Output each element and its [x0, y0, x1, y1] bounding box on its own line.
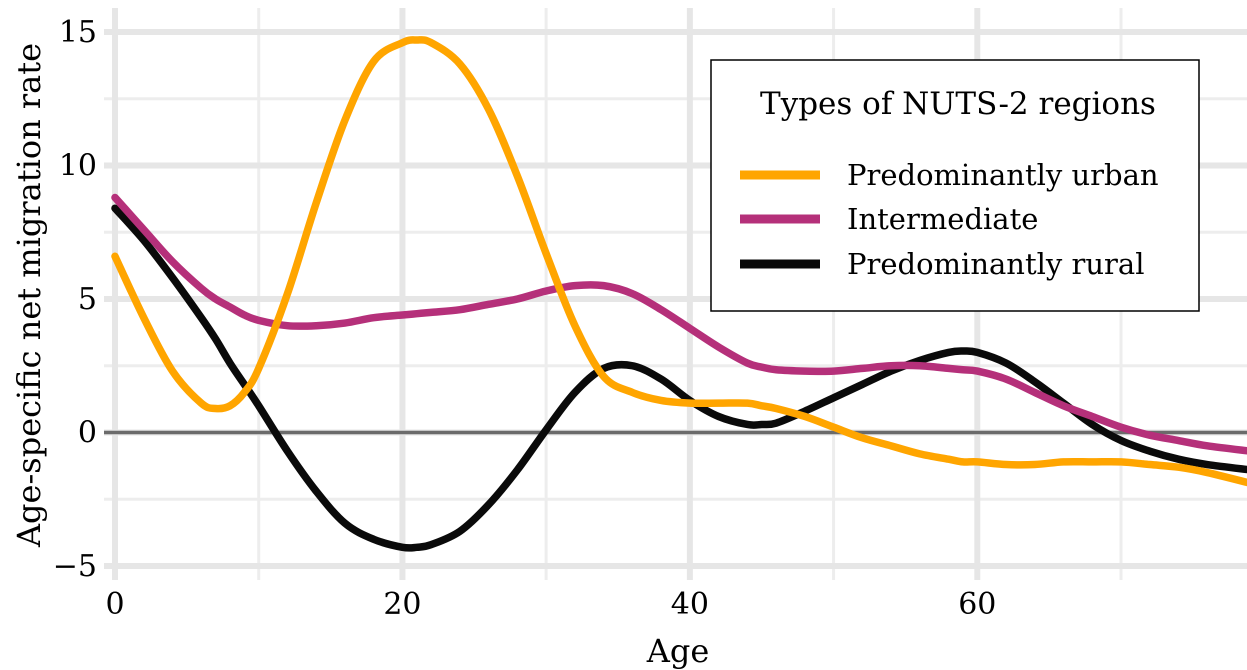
legend-label-predominantly-rural: Predominantly rural [847, 247, 1144, 281]
series-line-intermediate [111, 193, 1247, 455]
x-tick-label: 0 [105, 587, 124, 622]
legend-entries: Predominantly urban Intermediate Predomina… [740, 158, 1159, 281]
legend-box [710, 59, 1200, 312]
series-line-predominantly-urban [111, 36, 1247, 487]
y-tick-label: 5 [78, 282, 97, 317]
x-tick-label: 20 [383, 587, 421, 622]
legend: Types of NUTS-2 regions Predominantly ur… [710, 59, 1200, 312]
x-tick-label: 60 [958, 587, 996, 622]
legend-label-intermediate: Intermediate [847, 202, 1038, 236]
y-tick-label: 10 [59, 149, 97, 184]
legend-title: Types of NUTS-2 regions [760, 86, 1156, 122]
series-lines [111, 36, 1247, 552]
y-tick-label: −5 [53, 549, 97, 584]
y-axis-label: Age-specific net migration rate [10, 43, 48, 548]
y-tick-label: 15 [59, 15, 97, 50]
y-tick-label: 0 [78, 416, 97, 451]
x-tick-label: 40 [671, 587, 709, 622]
series-line-predominantly-rural [111, 204, 1247, 552]
x-axis-label: Age [646, 632, 710, 670]
legend-label-predominantly-urban: Predominantly urban [847, 158, 1159, 192]
